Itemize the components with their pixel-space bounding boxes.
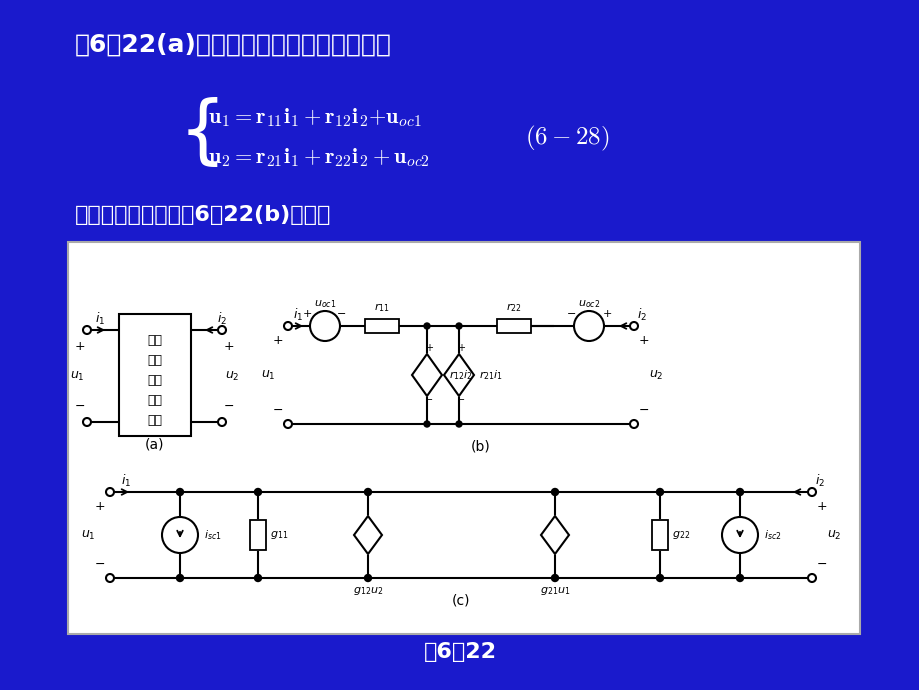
Text: 双口: 双口: [147, 393, 163, 406]
Text: $i_2$: $i_2$: [217, 311, 227, 327]
Text: $\mathbf{(6-28)}$: $\mathbf{(6-28)}$: [525, 124, 609, 152]
Text: $u_1$: $u_1$: [81, 529, 96, 542]
Text: $i_{sc1}$: $i_{sc1}$: [204, 528, 221, 542]
Circle shape: [807, 574, 815, 582]
Text: $r_{12}i_2$: $r_{12}i_2$: [448, 368, 472, 382]
Text: −: −: [95, 558, 105, 571]
Circle shape: [736, 489, 743, 495]
Circle shape: [218, 418, 226, 426]
Bar: [119, 314, 191, 436]
Circle shape: [106, 488, 114, 496]
Circle shape: [255, 489, 261, 495]
Text: +: +: [425, 343, 433, 353]
Bar: [652, 520, 667, 550]
Text: $\{$: $\{$: [177, 96, 218, 170]
Bar: [365, 319, 399, 333]
Text: $\mathbf{u}_1 = \mathbf{r}_{11}\mathbf{i}_1 + \mathbf{r}_{12}\mathbf{i}_2\mathbf: $\mathbf{u}_1 = \mathbf{r}_{11}\mathbf{i…: [208, 107, 421, 130]
Text: $u_2$: $u_2$: [826, 529, 840, 542]
Polygon shape: [444, 354, 473, 396]
Circle shape: [284, 420, 291, 428]
Circle shape: [630, 420, 637, 428]
Text: 图6－22(a)所示双口网络的流控表达式为: 图6－22(a)所示双口网络的流控表达式为: [75, 33, 391, 57]
Text: −: −: [567, 309, 576, 319]
Text: +: +: [272, 333, 283, 346]
Circle shape: [364, 575, 371, 582]
Text: −: −: [457, 395, 465, 405]
Polygon shape: [412, 354, 441, 396]
Text: 相应的等效电路如图6－22(b)所示。: 相应的等效电路如图6－22(b)所示。: [75, 205, 331, 225]
Text: 网络: 网络: [147, 413, 163, 426]
Circle shape: [424, 323, 429, 329]
Text: $i_2$: $i_2$: [636, 307, 646, 323]
Text: +: +: [95, 500, 105, 513]
Text: 线性: 线性: [147, 353, 163, 366]
Bar: [250, 520, 266, 550]
Text: (c): (c): [451, 593, 470, 607]
Circle shape: [656, 575, 663, 582]
Text: $i_{sc2}$: $i_{sc2}$: [763, 528, 781, 542]
Text: −: −: [638, 404, 649, 417]
Text: 电阵: 电阵: [147, 373, 163, 386]
Text: $r_{21}i_1$: $r_{21}i_1$: [479, 368, 503, 382]
Text: +: +: [816, 500, 826, 513]
Circle shape: [807, 488, 815, 496]
Circle shape: [736, 575, 743, 582]
Text: $u_2$: $u_2$: [224, 369, 239, 382]
Text: $r_{22}$: $r_{22}$: [505, 302, 521, 315]
Circle shape: [83, 326, 91, 334]
Text: +: +: [638, 333, 649, 346]
Text: −: −: [272, 404, 283, 417]
Text: $u_2$: $u_2$: [648, 368, 663, 382]
Circle shape: [656, 489, 663, 495]
Text: −: −: [223, 400, 234, 413]
Text: −: −: [425, 395, 433, 405]
Polygon shape: [540, 516, 568, 554]
Text: 图6－22: 图6－22: [423, 642, 496, 662]
Text: $i_2$: $i_2$: [814, 473, 824, 489]
Bar: [68, 242, 859, 634]
Text: −: −: [74, 400, 85, 413]
Text: $\mathbf{u}_2 = \mathbf{r}_{21}\mathbf{i}_1 + \mathbf{r}_{22}\mathbf{i}_2 + \mat: $\mathbf{u}_2 = \mathbf{r}_{21}\mathbf{i…: [208, 146, 429, 169]
Circle shape: [255, 575, 261, 582]
Text: $g_{12}u_2$: $g_{12}u_2$: [352, 585, 383, 597]
Circle shape: [550, 489, 558, 495]
Text: $g_{11}$: $g_{11}$: [269, 529, 288, 541]
Text: +: +: [74, 339, 85, 353]
Text: $u_1$: $u_1$: [260, 368, 275, 382]
Text: $i_1$: $i_1$: [292, 307, 302, 323]
Text: −: −: [337, 309, 346, 319]
Text: $u_{oc2}$: $u_{oc2}$: [577, 298, 599, 310]
Circle shape: [630, 322, 637, 330]
Polygon shape: [354, 516, 381, 554]
Text: $i_1$: $i_1$: [95, 311, 105, 327]
Circle shape: [176, 575, 183, 582]
Circle shape: [83, 418, 91, 426]
Circle shape: [456, 421, 461, 427]
Circle shape: [106, 574, 114, 582]
Circle shape: [424, 421, 429, 427]
Text: $u_1$: $u_1$: [70, 369, 85, 382]
Circle shape: [284, 322, 291, 330]
Text: $u_{oc1}$: $u_{oc1}$: [313, 298, 335, 310]
Circle shape: [550, 575, 558, 582]
Text: $i_1$: $i_1$: [120, 473, 131, 489]
Text: −: −: [816, 558, 826, 571]
Text: $r_{11}$: $r_{11}$: [374, 302, 390, 315]
Text: $g_{22}$: $g_{22}$: [671, 529, 689, 541]
Text: +: +: [223, 339, 234, 353]
Bar: [496, 319, 530, 333]
Text: +: +: [457, 343, 464, 353]
Text: +: +: [602, 309, 611, 319]
Text: 含源: 含源: [147, 333, 163, 346]
Text: (a): (a): [145, 437, 165, 451]
Circle shape: [218, 326, 226, 334]
Text: $g_{21}u_1$: $g_{21}u_1$: [539, 585, 570, 597]
Circle shape: [364, 489, 371, 495]
Text: +: +: [302, 309, 312, 319]
Text: (b): (b): [471, 439, 491, 453]
Circle shape: [176, 489, 183, 495]
Circle shape: [456, 323, 461, 329]
